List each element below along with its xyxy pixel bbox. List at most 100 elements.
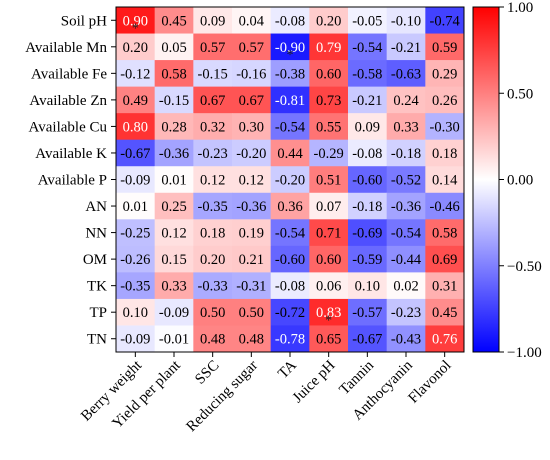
- cell-value-label: -0.23: [391, 305, 421, 321]
- row-label: Available Zn: [29, 93, 107, 109]
- heatmap-cell: [309, 245, 349, 273]
- cell-value-label: 0.14: [432, 173, 458, 189]
- heatmap-cell: [386, 60, 426, 88]
- heatmap-cell: [386, 219, 426, 247]
- row-label: Soil pH: [61, 13, 107, 29]
- heatmap-cell: [193, 166, 233, 194]
- cell-value-label: -0.20: [236, 146, 266, 162]
- heatmap-cell: [116, 219, 156, 247]
- cell-value-label: 0.67: [200, 93, 225, 109]
- heatmap-cell-labels: 0.90 0.45 0.09 0.04 -0.08 0.20 -0.05 -0.10 -0.74…: [120, 13, 460, 347]
- row-label: Available Fe: [31, 66, 107, 82]
- heatmap-cell: [309, 219, 349, 247]
- heatmap-cell: [193, 139, 233, 167]
- significance-mark: *: [287, 48, 294, 63]
- cell-value-label: -0.35: [198, 199, 228, 215]
- cell-value-label: -0.36: [159, 146, 189, 162]
- cell-value-label: 0.05: [161, 40, 186, 56]
- heatmap-cell: [309, 113, 349, 141]
- heatmap-cell: [309, 60, 349, 88]
- heatmap-cell: [309, 86, 349, 114]
- row-labels: Soil pH Available Mn Available Fe Available…: [25, 13, 116, 348]
- cell-value-label: 0.73: [316, 93, 341, 109]
- heatmap-cell: [309, 272, 349, 300]
- heatmap-cell: [309, 33, 349, 61]
- column-label: Juice pH: [290, 357, 339, 406]
- row-label: TN: [87, 332, 107, 348]
- significance-marks: * * *: [132, 22, 332, 329]
- heatmap-cell: [348, 298, 388, 326]
- cell-value-label: -0.78: [275, 332, 305, 348]
- cell-value-label: -0.52: [391, 173, 421, 189]
- heatmap-cell: [154, 192, 194, 220]
- heatmap-cell: [193, 60, 233, 88]
- cell-value-label: 0.50: [200, 305, 225, 321]
- heatmap-cell: [116, 192, 156, 220]
- heatmap-cell: [386, 192, 426, 220]
- cell-value-label: -0.29: [314, 146, 344, 162]
- cell-value-label: -0.23: [198, 146, 228, 162]
- cell-value-label: 0.29: [432, 66, 457, 82]
- cell-value-label: -0.72: [275, 305, 305, 321]
- cell-value-label: -0.15: [159, 93, 189, 109]
- heatmap-cell: [232, 298, 272, 326]
- cell-value-label: -0.60: [352, 173, 382, 189]
- heatmap-cell: [425, 245, 465, 273]
- cell-value-label: 0.10: [123, 305, 148, 321]
- heatmap-cell: [348, 325, 388, 353]
- cell-value-label: 0.71: [316, 226, 341, 242]
- cell-value-label: 0.60: [316, 66, 341, 82]
- heatmap-cell: [116, 272, 156, 300]
- cell-value-label: -0.54: [352, 40, 383, 56]
- cell-value-label: 0.06: [316, 279, 341, 295]
- cell-value-label: 0.36: [277, 199, 302, 215]
- cell-value-label: 0.45: [432, 305, 457, 321]
- cell-value-label: -0.18: [391, 146, 421, 162]
- cell-value-label: 0.09: [200, 13, 225, 29]
- heatmap-cell: [116, 139, 156, 167]
- heatmap-cell: [232, 166, 272, 194]
- cell-value-label: 0.12: [200, 173, 225, 189]
- heatmap-cell: [348, 219, 388, 247]
- heatmap-cell: [348, 245, 388, 273]
- cell-value-label: 0.65: [316, 332, 341, 348]
- heatmap-cell: [425, 219, 465, 247]
- cell-value-label: 0.76: [432, 332, 457, 348]
- heatmap-cell: [270, 86, 310, 114]
- heatmap-cell: [386, 7, 426, 34]
- heatmap-cell: [154, 166, 194, 194]
- cell-value-label: -0.38: [275, 66, 305, 82]
- heatmap-cell: [154, 86, 194, 114]
- cell-value-label: -0.05: [352, 13, 382, 29]
- heatmap-cell: [116, 298, 156, 326]
- heatmap-cell: [348, 113, 388, 141]
- cell-value-label: 0.10: [355, 279, 380, 295]
- colorbar: 1.00 0.50 0.00 −0.50 −1.00: [472, 0, 542, 361]
- heatmap-cell: [309, 325, 349, 353]
- heatmap-cell: [270, 139, 310, 167]
- heatmap-cell: [386, 86, 426, 114]
- cell-value-label: 0.49: [123, 93, 148, 109]
- heatmap-cell: [232, 245, 272, 273]
- cell-value-label: -0.36: [391, 199, 421, 215]
- cell-value-label: -0.58: [352, 66, 382, 82]
- heatmap-cell: [309, 7, 349, 34]
- heatmap-cell: [193, 325, 233, 353]
- colorbar-tick-label: −0.50: [507, 259, 542, 275]
- cell-value-label: -0.67: [352, 332, 382, 348]
- cell-value-label: -0.20: [275, 173, 305, 189]
- cell-value-label: -0.21: [391, 40, 421, 56]
- heatmap-cell: [116, 60, 156, 88]
- column-label: SSC: [192, 358, 222, 388]
- cell-value-label: 0.19: [239, 226, 264, 242]
- heatmap-cell: [386, 33, 426, 61]
- cell-value-label: -0.30: [430, 119, 460, 135]
- colorbar-tick-label: 1.00: [507, 0, 533, 16]
- cell-value-label: -0.09: [120, 173, 150, 189]
- cell-value-label: 0.30: [239, 119, 264, 135]
- heatmap-cell: [193, 33, 233, 61]
- cell-value-label: -0.01: [159, 332, 189, 348]
- cell-value-label: 0.18: [200, 226, 225, 242]
- cell-value-label: -0.81: [275, 93, 305, 109]
- heatmap-cell: [193, 219, 233, 247]
